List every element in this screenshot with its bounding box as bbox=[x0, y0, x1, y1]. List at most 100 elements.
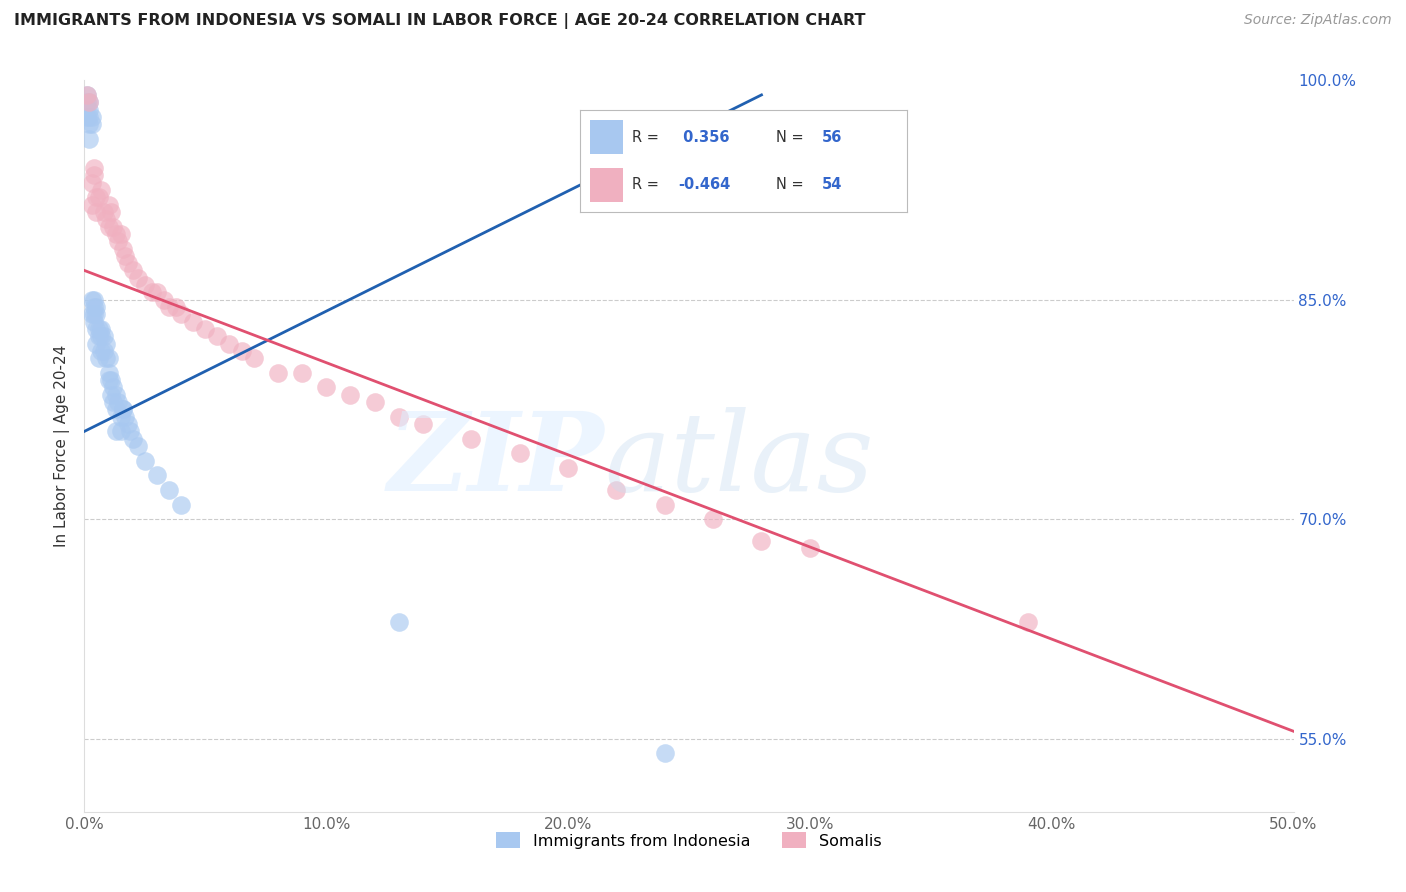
Point bbox=[110, 227, 132, 241]
Point bbox=[94, 212, 117, 227]
Point bbox=[112, 402, 135, 417]
Point bbox=[120, 425, 142, 439]
Point bbox=[80, 293, 103, 307]
Point bbox=[80, 197, 103, 211]
Point bbox=[87, 322, 110, 336]
Point bbox=[86, 336, 108, 351]
Point bbox=[388, 409, 411, 424]
Point bbox=[103, 380, 125, 394]
Text: atlas: atlas bbox=[605, 407, 875, 515]
Point bbox=[90, 329, 112, 343]
Point bbox=[87, 190, 110, 204]
Point bbox=[90, 322, 112, 336]
Legend: Immigrants from Indonesia, Somalis: Immigrants from Indonesia, Somalis bbox=[489, 826, 889, 855]
Point bbox=[77, 132, 100, 146]
Point bbox=[509, 446, 531, 460]
Point bbox=[242, 351, 264, 366]
Point bbox=[104, 388, 127, 402]
Point bbox=[605, 483, 627, 497]
Point bbox=[97, 373, 120, 387]
Point bbox=[388, 615, 411, 629]
Point bbox=[80, 307, 103, 321]
Point bbox=[194, 322, 217, 336]
Point bbox=[97, 219, 120, 234]
Point bbox=[77, 117, 100, 131]
Point bbox=[460, 432, 482, 446]
Point bbox=[114, 249, 136, 263]
Point bbox=[90, 183, 112, 197]
Point bbox=[157, 300, 180, 314]
Point bbox=[93, 205, 115, 219]
Point bbox=[103, 395, 125, 409]
Point bbox=[110, 425, 132, 439]
Point bbox=[86, 190, 108, 204]
Point bbox=[86, 300, 108, 314]
Point bbox=[100, 373, 122, 387]
Point bbox=[231, 343, 253, 358]
Point bbox=[93, 343, 115, 358]
Y-axis label: In Labor Force | Age 20-24: In Labor Force | Age 20-24 bbox=[55, 345, 70, 547]
Point bbox=[121, 263, 143, 277]
Point bbox=[157, 483, 180, 497]
Point bbox=[315, 380, 337, 394]
Point bbox=[77, 110, 100, 124]
Point bbox=[103, 219, 125, 234]
Point bbox=[170, 498, 193, 512]
Point bbox=[134, 453, 156, 467]
Point bbox=[94, 336, 117, 351]
Point bbox=[80, 176, 103, 190]
Point bbox=[76, 110, 98, 124]
Point bbox=[110, 409, 132, 424]
Point bbox=[112, 402, 135, 417]
Point bbox=[557, 461, 579, 475]
Point bbox=[83, 300, 105, 314]
Point bbox=[112, 242, 135, 256]
Point bbox=[121, 432, 143, 446]
Point bbox=[83, 315, 105, 329]
Point bbox=[104, 227, 127, 241]
Point bbox=[1114, 834, 1136, 848]
Point bbox=[339, 388, 361, 402]
Point bbox=[114, 409, 136, 424]
Point bbox=[751, 534, 773, 549]
Point bbox=[291, 366, 314, 380]
Point bbox=[77, 95, 100, 110]
Point bbox=[141, 285, 163, 300]
Point bbox=[153, 293, 176, 307]
Point bbox=[76, 95, 98, 110]
Point bbox=[702, 512, 724, 526]
Point bbox=[181, 315, 204, 329]
Point bbox=[97, 351, 120, 366]
Point bbox=[127, 270, 149, 285]
Point bbox=[83, 161, 105, 175]
Point bbox=[86, 307, 108, 321]
Point bbox=[90, 343, 112, 358]
Point bbox=[146, 285, 169, 300]
Point bbox=[97, 366, 120, 380]
Point bbox=[86, 322, 108, 336]
Point bbox=[267, 366, 290, 380]
Point bbox=[107, 234, 129, 248]
Point bbox=[218, 336, 240, 351]
Point bbox=[100, 388, 122, 402]
Point bbox=[83, 293, 105, 307]
Text: IMMIGRANTS FROM INDONESIA VS SOMALI IN LABOR FORCE | AGE 20-24 CORRELATION CHART: IMMIGRANTS FROM INDONESIA VS SOMALI IN L… bbox=[14, 13, 866, 29]
Point bbox=[207, 329, 229, 343]
Point bbox=[77, 95, 100, 110]
Point bbox=[117, 256, 139, 270]
Point bbox=[87, 351, 110, 366]
Point bbox=[134, 278, 156, 293]
Point bbox=[107, 395, 129, 409]
Point bbox=[87, 329, 110, 343]
Text: Source: ZipAtlas.com: Source: ZipAtlas.com bbox=[1244, 13, 1392, 28]
Point bbox=[170, 307, 193, 321]
Point bbox=[80, 110, 103, 124]
Point bbox=[104, 402, 127, 417]
Point bbox=[117, 417, 139, 431]
Point bbox=[127, 439, 149, 453]
Point bbox=[80, 117, 103, 131]
Point bbox=[97, 197, 120, 211]
Point bbox=[165, 300, 187, 314]
Point bbox=[83, 307, 105, 321]
Point bbox=[76, 87, 98, 102]
